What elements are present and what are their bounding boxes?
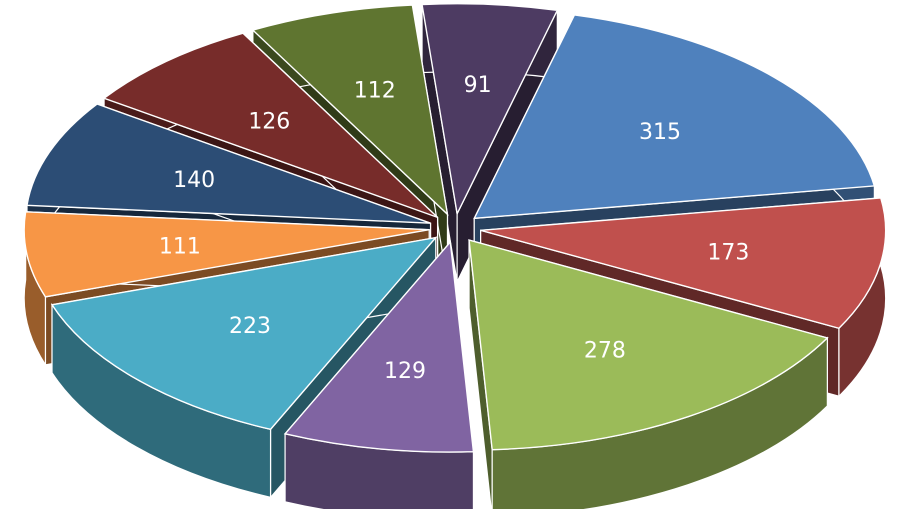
pie-slice-top bbox=[50, 236, 438, 431]
pie-slice-3: 278 bbox=[468, 239, 829, 509]
pie-slice-value-label: 223 bbox=[229, 314, 271, 339]
pie-slice-top bbox=[468, 239, 829, 451]
pie-slice-4: 129 bbox=[283, 240, 475, 509]
pie-slice-top bbox=[251, 4, 449, 217]
pie-slice-top bbox=[421, 3, 559, 217]
pie-slice-top bbox=[283, 240, 475, 453]
pie-slice-value-label: 173 bbox=[707, 241, 749, 266]
pie-slice-10: 91 bbox=[421, 3, 559, 283]
pie-slice-value-label: 111 bbox=[159, 234, 201, 259]
pie-slice-value-label: 315 bbox=[639, 120, 681, 145]
pie-slice-top bbox=[102, 32, 439, 219]
pie-slice-value-label: 129 bbox=[384, 359, 426, 384]
pie-slice-top bbox=[480, 197, 887, 330]
pie-slice-value-label: 140 bbox=[173, 168, 215, 193]
pie-slice-value-label: 91 bbox=[464, 73, 492, 98]
pie-slice-value-label: 126 bbox=[248, 110, 290, 135]
pie-slice-top bbox=[23, 211, 430, 298]
pie-slice-top bbox=[26, 103, 431, 224]
pie-slice-top bbox=[473, 14, 876, 220]
pie-slice-value-label: 278 bbox=[584, 339, 626, 364]
pie-slice-value-label: 112 bbox=[354, 79, 396, 104]
